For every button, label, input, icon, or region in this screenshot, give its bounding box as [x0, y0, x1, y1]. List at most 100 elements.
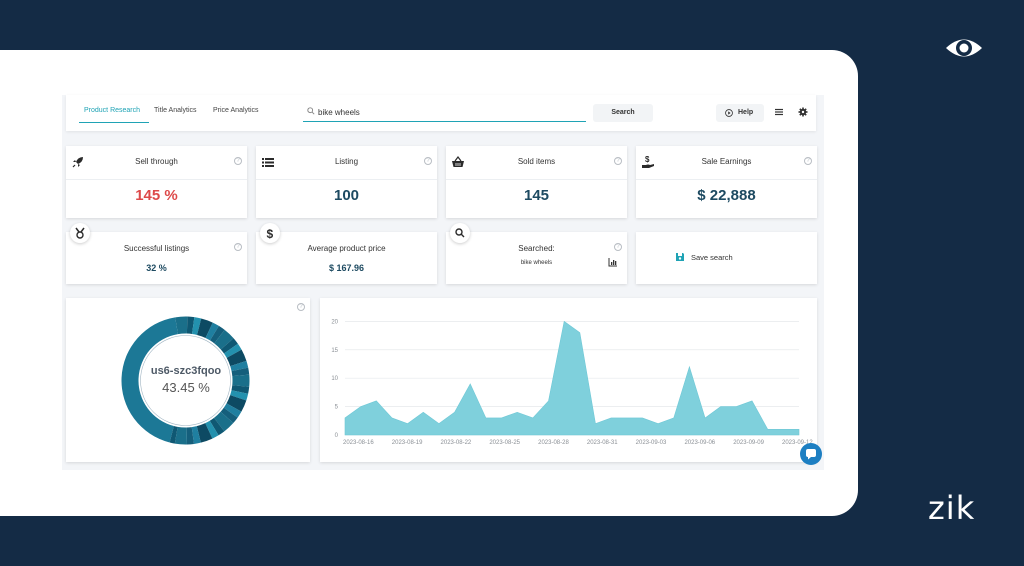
x-tick-label: 2023-08-16: [343, 440, 374, 446]
sell-through-value: 145 %: [135, 187, 178, 204]
donut-slice[interactable]: [186, 316, 195, 334]
donut-slice[interactable]: [186, 427, 194, 445]
help-tooltip-icon[interactable]: ?: [804, 157, 812, 165]
divider: [446, 179, 627, 180]
svg-text:$: $: [267, 227, 274, 239]
donut-slice[interactable]: [205, 420, 219, 439]
top-bar: Product Research Title Analytics Price A…: [66, 95, 816, 131]
hand-dollar-icon: $: [642, 155, 654, 168]
sale-earnings-value: $ 22,888: [697, 187, 756, 204]
sales-chart-panel: 0 5 10 15 20 2023-08-16 2023-08-19 2023-08-22 20…: [320, 298, 817, 462]
help-tooltip-icon[interactable]: ?: [614, 243, 622, 251]
y-tick-label: 5: [335, 405, 339, 411]
sell-through-title: Sell through: [135, 157, 178, 166]
donut-slice[interactable]: [220, 407, 238, 424]
donut-slice[interactable]: [174, 426, 187, 445]
sold-items-title: Sold items: [517, 157, 556, 166]
donut-slice[interactable]: [210, 325, 225, 344]
donut-center-percent: 43.45 %: [162, 380, 210, 395]
sale-earnings-card: $ Sale Earnings ? $ 22,888: [636, 146, 817, 218]
donut-slice[interactable]: [197, 318, 213, 338]
help-tooltip-icon[interactable]: ?: [614, 157, 622, 165]
chat-button[interactable]: [800, 443, 822, 465]
donut-slice[interactable]: [214, 329, 234, 350]
dollar-icon: $: [267, 227, 274, 239]
donut-slice[interactable]: [196, 423, 213, 443]
donut-slice[interactable]: [231, 367, 250, 377]
search-input[interactable]: [318, 105, 578, 119]
donut-slice[interactable]: [230, 360, 249, 372]
donut-slice[interactable]: [231, 385, 250, 394]
sell-through-card: Sell through ? 145 %: [66, 146, 247, 218]
tab-title-analytics[interactable]: Title Analytics: [154, 107, 197, 114]
average-price-card: $ Average product price $ 167.96: [256, 223, 437, 284]
donut-slice[interactable]: [226, 349, 247, 367]
y-tick-label: 20: [331, 319, 338, 325]
donut-slice[interactable]: [191, 426, 201, 444]
help-tooltip-icon[interactable]: ?: [424, 157, 432, 165]
filter-list-icon[interactable]: [774, 107, 784, 117]
list-icon: [262, 158, 274, 167]
chat-icon: [806, 449, 816, 460]
dollar-badge: $: [260, 223, 280, 243]
successful-listings-title: Successful listings: [123, 244, 190, 253]
help-tooltip-icon[interactable]: ?: [297, 303, 305, 311]
search-icon: [307, 107, 315, 115]
donut-slice[interactable]: [169, 426, 178, 444]
listing-card: Listing ? 100: [256, 146, 437, 218]
help-button[interactable]: Help: [716, 104, 764, 122]
donut-slice-main[interactable]: [121, 317, 178, 443]
donut-inner-ring: [140, 335, 231, 426]
bar-chart-icon[interactable]: [608, 257, 618, 267]
donut-slice[interactable]: [232, 374, 250, 387]
medal-badge: [70, 223, 90, 243]
help-tooltip-icon[interactable]: ?: [234, 157, 242, 165]
y-tick-label: 15: [331, 348, 338, 354]
searched-card: Searched: ? bike wheels: [446, 223, 627, 284]
divider: [66, 179, 247, 180]
search-icon: [455, 228, 465, 238]
donut-slice[interactable]: [192, 317, 202, 335]
donut-slice[interactable]: [223, 343, 242, 358]
donut-slice[interactable]: [226, 395, 247, 412]
svg-text:$: $: [645, 155, 650, 164]
gear-icon[interactable]: [798, 107, 808, 117]
search-box: [303, 104, 586, 122]
successful-listings-card: Successful listings ? 32 %: [66, 223, 247, 284]
donut-slice[interactable]: [230, 390, 249, 401]
eye-icon: [946, 39, 982, 57]
donut-chart: [121, 316, 250, 445]
donut-slice[interactable]: [214, 411, 234, 432]
donut-center-name: us6-szc3fqoo: [150, 365, 222, 377]
average-price-value: $ 167.96: [328, 263, 365, 273]
divider: [256, 179, 437, 180]
app-window: Product Research Title Analytics Price A…: [62, 95, 824, 470]
x-tick-label: 2023-09-06: [684, 440, 715, 446]
donut-slice[interactable]: [220, 338, 238, 354]
x-tick-label: 2023-08-22: [441, 440, 472, 446]
donut-slice[interactable]: [175, 316, 188, 335]
donut-slice[interactable]: [223, 403, 242, 418]
area-series[interactable]: [344, 320, 800, 436]
sold-items-value: 145: [523, 187, 550, 204]
save-search-card[interactable]: Save search: [636, 232, 817, 284]
x-tick-label: 2023-08-31: [587, 440, 618, 446]
basket-icon: [452, 156, 464, 167]
x-tick-label: 2023-09-09: [733, 440, 764, 446]
active-tab-indicator: [79, 122, 149, 123]
average-price-title: Average product price: [307, 244, 386, 253]
medal-icon: [75, 227, 85, 239]
tab-product-research[interactable]: Product Research: [84, 107, 141, 114]
save-search-label: Save search: [691, 253, 733, 262]
divider: [636, 179, 817, 180]
donut-slice[interactable]: [205, 322, 219, 341]
listing-value: 100: [333, 187, 360, 204]
donut-slice[interactable]: [209, 417, 225, 436]
tab-price-analytics[interactable]: Price Analytics: [213, 107, 259, 114]
searched-value: bike wheels: [520, 260, 553, 266]
sold-items-card: Sold items ? 145: [446, 146, 627, 218]
x-tick-label: 2023-08-19: [392, 440, 423, 446]
search-button[interactable]: Search: [593, 104, 653, 122]
rocket-icon: [72, 157, 83, 168]
help-tooltip-icon[interactable]: ?: [234, 243, 242, 251]
